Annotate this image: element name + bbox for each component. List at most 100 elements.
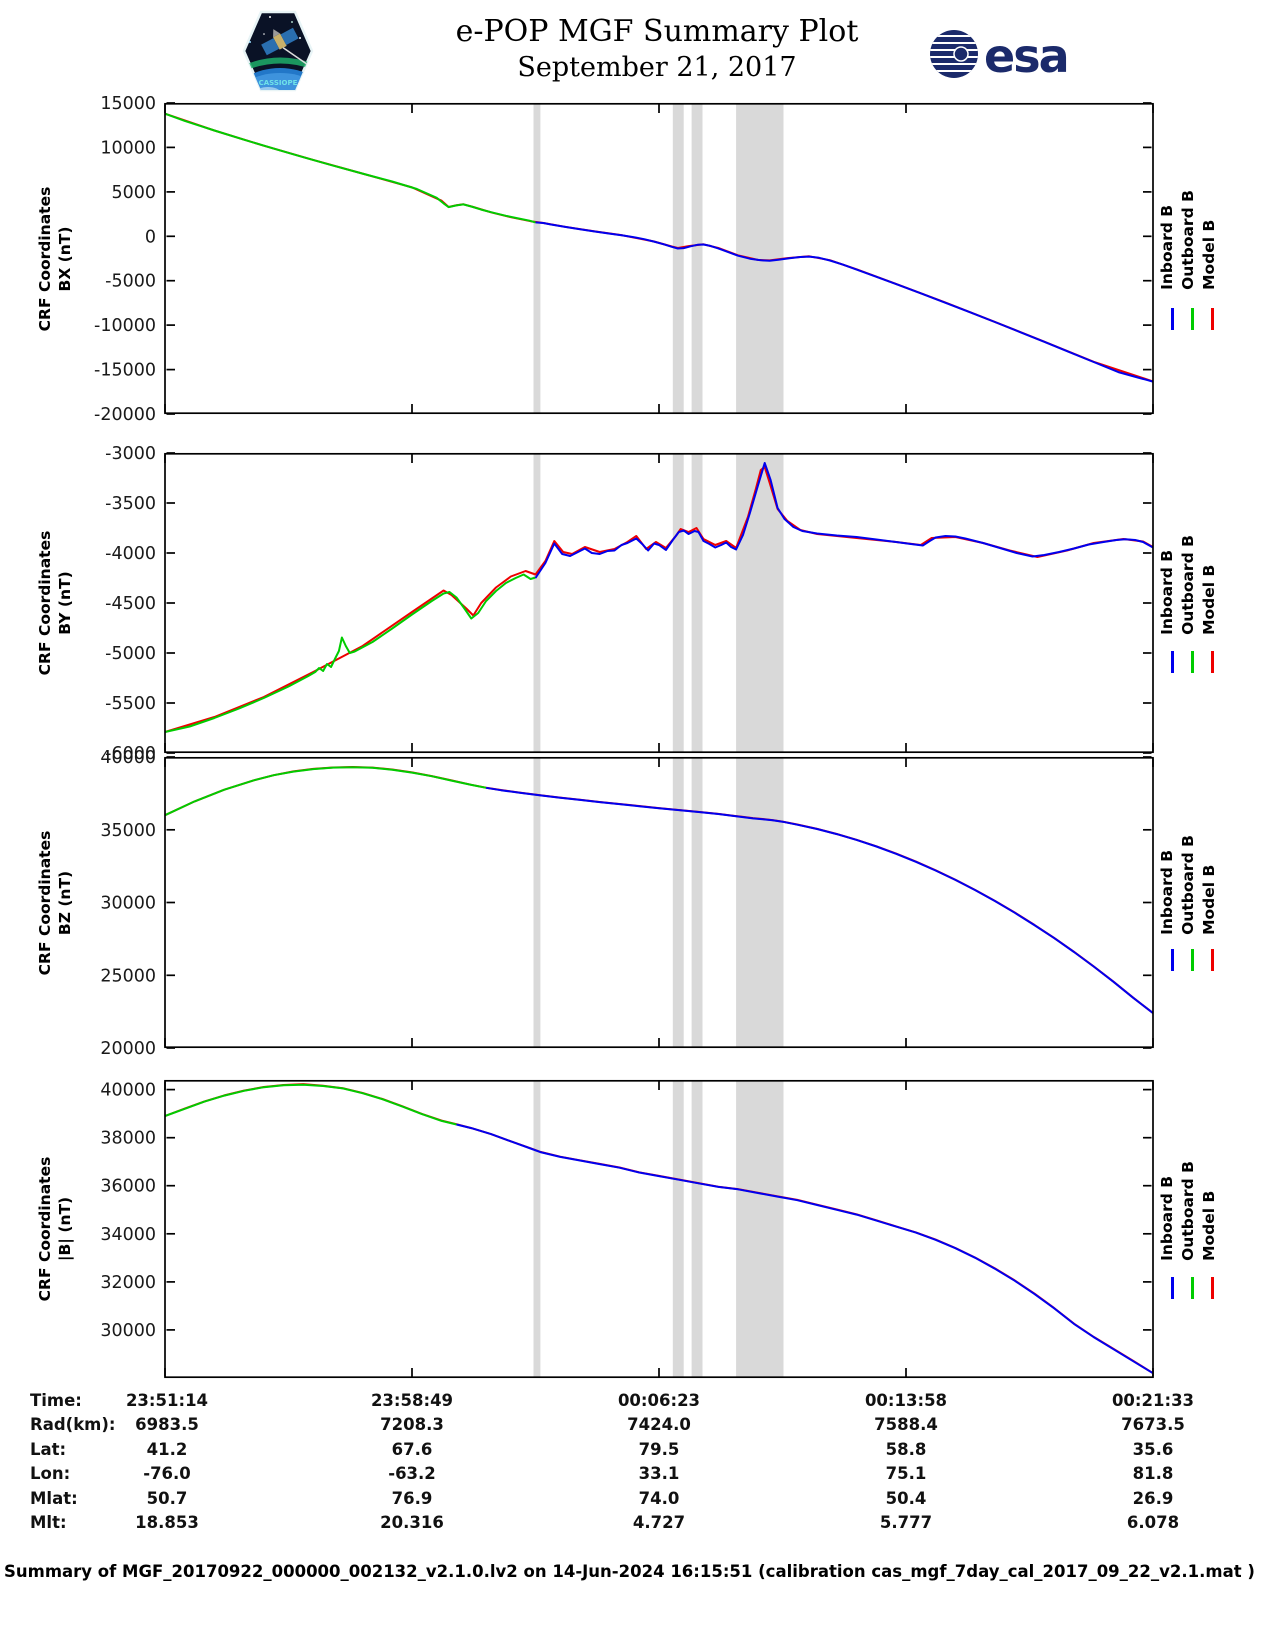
plot-box [164, 102, 1154, 415]
data-gap-band [691, 454, 703, 752]
outboard-b-line [164, 1083, 457, 1126]
row-value: 58.8 [885, 1439, 927, 1459]
y-tick-label: -5000 [105, 272, 156, 292]
legend-label: Model B [1200, 1190, 1218, 1261]
row-value: 75.1 [885, 1464, 927, 1484]
y-tick-label: 0 [145, 227, 156, 247]
row-value: 23:51:14 [125, 1391, 209, 1410]
outboard-b-line [164, 766, 487, 817]
data-gap-band [533, 104, 541, 413]
page-date: September 21, 2017 [517, 52, 797, 83]
data-gap-band [672, 104, 684, 413]
legend-label: Model B [1200, 564, 1218, 635]
legend-|B|: Inboard B Outboard B Model B [1158, 1080, 1230, 1378]
legend-color-bar [1171, 949, 1174, 972]
table-row-mlat: Mlat: 50.7 76.9 74.0 50.4 26.9 [0, 1489, 1275, 1513]
model-b-line [164, 1083, 1154, 1375]
data-gap-band [691, 104, 703, 413]
legend-color-bar [1211, 1276, 1214, 1299]
y-tick-label: 34000 [100, 1225, 156, 1245]
table-row-mlt: Mlt: 18.853 20.316 4.727 5.777 6.078 [0, 1513, 1275, 1537]
row-label: Mlat: [30, 1488, 78, 1508]
y-axis-label-BX: CRF Coordinates BX (nT) [35, 186, 74, 331]
y-tick-label: -6000 [105, 744, 156, 764]
row-value: 00:06:23 [617, 1391, 701, 1410]
row-label: Rad(km): [30, 1415, 116, 1435]
plot-box [164, 756, 1154, 1049]
y-tick-label: 30000 [100, 1321, 156, 1341]
row-value: 6.078 [1126, 1513, 1180, 1532]
inboard-b-line [535, 221, 1154, 383]
row-value: 79.5 [638, 1439, 680, 1459]
row-value: 00:21:33 [1111, 1391, 1195, 1410]
data-gap-band [736, 1081, 784, 1377]
row-value: 23:58:49 [370, 1391, 454, 1410]
y-tick-label: 35000 [100, 821, 156, 841]
y-tick-label: 10000 [100, 138, 156, 158]
y-tick-label: -4000 [105, 544, 156, 564]
legend-color-bar [1191, 1276, 1194, 1299]
table-row-time: Time: 23:51:14 23:58:49 00:06:23 00:13:58 00:… [0, 1391, 1275, 1415]
panel-BZ: 40000 35000 30000 25000 20000 [100, 748, 1154, 1059]
panel-|B|: 40000 38000 36000 34000 32000 30000 [100, 1079, 1154, 1379]
row-value: 26.9 [1132, 1488, 1174, 1508]
legend-BX: Inboard B Outboard B Model B [1158, 103, 1230, 414]
legend-color-bar [1211, 308, 1214, 331]
data-gap-band [736, 104, 784, 413]
y-axis-label-BY: CRF Coordinates BY (nT) [35, 530, 74, 676]
plot-box [164, 452, 1154, 754]
row-value: 35.6 [1132, 1439, 1174, 1459]
row-value: 76.9 [391, 1488, 433, 1508]
legend-label: Outboard B [1179, 835, 1197, 935]
y-tick-label: 20000 [100, 1039, 156, 1059]
y-tick-label: 36000 [100, 1177, 156, 1197]
legend-label: Model B [1200, 219, 1218, 290]
model-b-line [164, 466, 1154, 733]
data-gap-band [691, 758, 703, 1047]
row-label: Time: [30, 1391, 82, 1410]
inboard-b-line [534, 462, 1154, 579]
legend-label: Model B [1200, 864, 1218, 935]
legend-BY: Inboard B Outboard B Model B [1158, 453, 1230, 753]
legend-color-bar [1211, 949, 1214, 972]
row-value: 74.0 [638, 1488, 680, 1508]
y-tick-label: 15000 [100, 94, 156, 114]
y-tick-label: -3000 [105, 444, 156, 464]
row-value: 33.1 [638, 1464, 680, 1484]
row-value: 7673.5 [1121, 1415, 1185, 1435]
legend-color-bar [1171, 651, 1174, 673]
legend-color-bar [1191, 308, 1194, 331]
row-value: 5.777 [879, 1513, 933, 1532]
table-row-radkm: Rad(km): 6983.5 7208.3 7424.0 7588.4 7673.5 [0, 1415, 1275, 1439]
y-tick-label: 40000 [100, 748, 156, 768]
row-value: 7208.3 [380, 1415, 444, 1435]
data-gap-band [672, 758, 684, 1047]
data-gap-band [672, 1081, 684, 1377]
page-title: e-POP MGF Summary Plot [455, 14, 859, 49]
data-gap-band [736, 758, 784, 1047]
outboard-b-line [164, 112, 536, 224]
legend-label: Inboard B [1158, 849, 1176, 935]
y-tick-label: 25000 [100, 966, 156, 986]
data-gap-band [691, 1081, 703, 1377]
row-value: 50.7 [146, 1488, 188, 1508]
outboard-b-line [164, 573, 536, 733]
model-b-line [164, 112, 1154, 383]
data-gap-band [533, 454, 541, 752]
legend-label: Outboard B [1179, 189, 1197, 290]
cassiope-mission-logo: CASSIOPE [242, 10, 314, 92]
legend-color-bar [1171, 308, 1174, 331]
table-row-lon: Lon: -76.0 -63.2 33.1 75.1 81.8 [0, 1464, 1275, 1488]
y-tick-label: -4500 [105, 594, 156, 614]
legend-label: Inboard B [1158, 549, 1176, 635]
y-axis-label-BZ: CRF Coordinates BZ (nT) [35, 830, 74, 975]
legend-label: Outboard B [1179, 1161, 1197, 1261]
cassiope-logo-text: CASSIOPE [259, 79, 298, 87]
panel-BY: -3000 -3500 -4000 -4500 -5000 -5500 -6000 [105, 444, 1154, 764]
legend-color-bar [1191, 949, 1194, 972]
y-tick-label: 38000 [100, 1129, 156, 1149]
row-label: Lon: [30, 1464, 71, 1484]
y-axis-label-|B|: CRF Coordinates |B| (nT) [35, 1156, 74, 1302]
row-value: 00:13:58 [864, 1391, 948, 1410]
